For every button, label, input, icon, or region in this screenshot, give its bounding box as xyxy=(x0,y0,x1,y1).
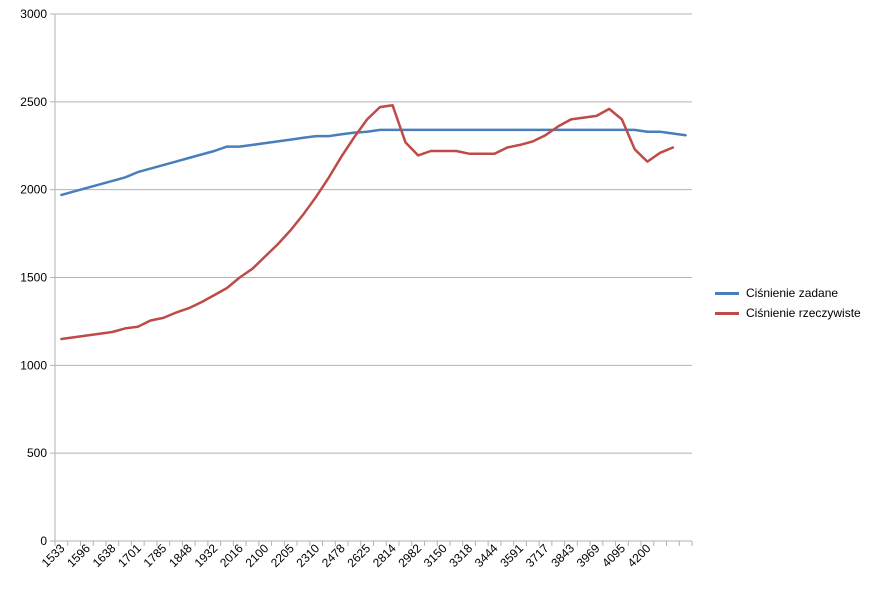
y-tick-label: 2500 xyxy=(20,95,47,109)
legend-swatch-series-1 xyxy=(715,291,739,295)
x-tick-label: 1785 xyxy=(141,541,170,570)
x-tick-label: 1638 xyxy=(90,541,119,570)
x-tick-label: 2625 xyxy=(344,541,373,570)
x-tick-label: 3591 xyxy=(497,541,526,570)
y-tick-label: 1500 xyxy=(20,271,47,285)
x-tick-label: 2100 xyxy=(243,541,272,570)
y-tick-label: 3000 xyxy=(20,7,47,21)
axes xyxy=(50,13,693,546)
y-tick-label: 1000 xyxy=(20,358,47,372)
series-line-1 xyxy=(60,128,687,197)
legend-label-series-1: Ciśnienie zadane xyxy=(746,286,839,300)
legend-item-series-2: Ciśnienie rzeczywiste xyxy=(715,303,861,323)
x-tick-label: 3843 xyxy=(548,541,577,570)
x-tick-label: 3150 xyxy=(421,541,450,570)
x-tick-label: 4200 xyxy=(625,541,654,570)
x-tick-label: 3444 xyxy=(472,541,501,570)
x-axis-tick-labels: 1533159616381701178518481932201621002205… xyxy=(39,541,654,570)
legend-label-series-2: Ciśnienie rzeczywiste xyxy=(746,306,861,320)
x-tick-label: 1596 xyxy=(64,541,93,570)
y-tick-label: 2000 xyxy=(20,183,47,197)
series-line-2 xyxy=(60,104,675,341)
y-axis-tick-labels: 0 500 1000 1500 2000 2500 3000 xyxy=(20,7,47,548)
x-tick-label: 2016 xyxy=(217,541,246,570)
x-tick-label: 3318 xyxy=(446,541,475,570)
y-tick-label: 500 xyxy=(27,446,47,460)
x-tick-label: 4095 xyxy=(599,541,628,570)
x-tick-label: 1701 xyxy=(115,541,144,570)
x-tick-label: 2205 xyxy=(268,541,297,570)
x-tick-label: 2982 xyxy=(395,541,424,570)
x-tick-label: 2478 xyxy=(319,541,348,570)
gridlines xyxy=(55,13,692,454)
x-tick-label: 2310 xyxy=(294,541,323,570)
x-tick-label: 3969 xyxy=(574,541,603,570)
series-lines xyxy=(60,104,687,341)
y-tick-label: 0 xyxy=(40,534,47,548)
legend-swatch-series-2 xyxy=(715,311,739,315)
legend: Ciśnienie zadane Ciśnienie rzeczywiste xyxy=(715,283,861,323)
x-tick-label: 2814 xyxy=(370,541,399,570)
legend-item-series-1: Ciśnienie zadane xyxy=(715,283,861,303)
x-tick-label: 3717 xyxy=(523,541,552,570)
x-tick-label: 1932 xyxy=(192,541,221,570)
x-tick-label: 1848 xyxy=(166,541,195,570)
